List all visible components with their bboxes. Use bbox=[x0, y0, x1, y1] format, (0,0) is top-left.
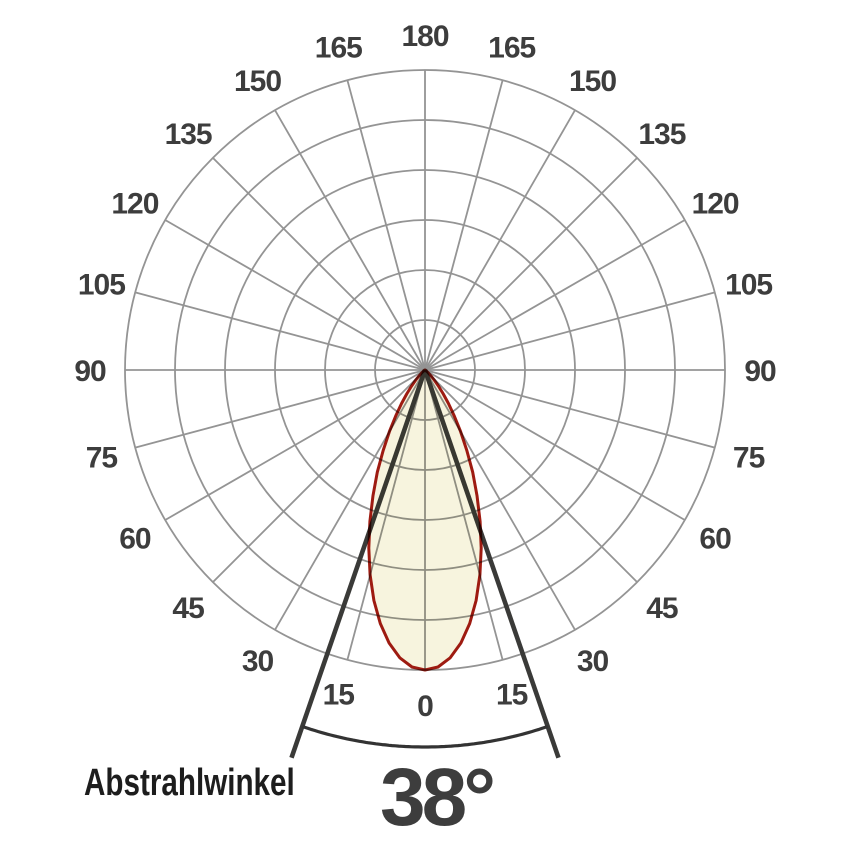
angle-label-165-right: 165 bbox=[488, 31, 535, 64]
grid-spoke bbox=[212, 369, 426, 583]
grid-spoke bbox=[346, 79, 426, 371]
angle-label-120-left: 120 bbox=[111, 188, 158, 221]
grid-spoke bbox=[424, 219, 686, 371]
angle-label-75-right: 75 bbox=[733, 442, 765, 475]
angle-label-30-right: 30 bbox=[577, 645, 609, 678]
angle-label-75-left: 75 bbox=[86, 442, 118, 475]
angle-label-120-right: 120 bbox=[692, 188, 739, 221]
angle-label-150-right: 150 bbox=[569, 65, 616, 98]
angle-label-90-left: 90 bbox=[74, 355, 106, 388]
angle-label-105-left: 105 bbox=[78, 268, 125, 301]
angle-label-0: 0 bbox=[417, 690, 433, 723]
grid-spoke bbox=[424, 291, 716, 371]
beam-angle-arc bbox=[301, 724, 549, 749]
grid-spoke bbox=[164, 369, 426, 521]
angle-label-165-left: 165 bbox=[315, 31, 362, 64]
angle-label-135-left: 135 bbox=[165, 118, 212, 151]
intensity-lobe-path bbox=[367, 368, 483, 672]
beam-angle-value: 38° bbox=[380, 752, 493, 843]
angle-label-15-left: 15 bbox=[323, 679, 355, 712]
angle-label-60-left: 60 bbox=[119, 523, 151, 556]
angle-label-45-right: 45 bbox=[646, 592, 678, 625]
beam-angle-caption: Abstrahlwinkel bbox=[84, 762, 295, 804]
angle-label-45-left: 45 bbox=[172, 592, 204, 625]
angle-label-180: 180 bbox=[401, 20, 448, 53]
angle-labels: 0 15 15 30 30 45 45 60 60 75 75 90 90 105 105 120 120 135… bbox=[74, 20, 777, 723]
grid-spoke bbox=[424, 79, 504, 371]
angle-label-105-right: 105 bbox=[725, 268, 772, 301]
grid-spoke bbox=[424, 157, 638, 371]
intensity-lobe bbox=[367, 368, 483, 672]
angle-label-60-right: 60 bbox=[699, 523, 731, 556]
grid-spoke bbox=[212, 157, 426, 371]
angle-label-30-left: 30 bbox=[242, 645, 274, 678]
grid-spoke bbox=[424, 109, 576, 371]
grid-spoke bbox=[424, 369, 716, 449]
grid-spoke bbox=[134, 291, 426, 371]
grid-spoke bbox=[164, 219, 426, 371]
angle-label-135-right: 135 bbox=[638, 118, 685, 151]
angle-label-15-right: 15 bbox=[496, 679, 528, 712]
grid-spoke bbox=[424, 369, 638, 583]
angle-label-150-left: 150 bbox=[234, 65, 281, 98]
angle-label-90-right: 90 bbox=[744, 355, 776, 388]
grid-spoke bbox=[274, 109, 426, 371]
grid-spoke bbox=[134, 369, 426, 449]
grid-spoke bbox=[424, 369, 686, 521]
